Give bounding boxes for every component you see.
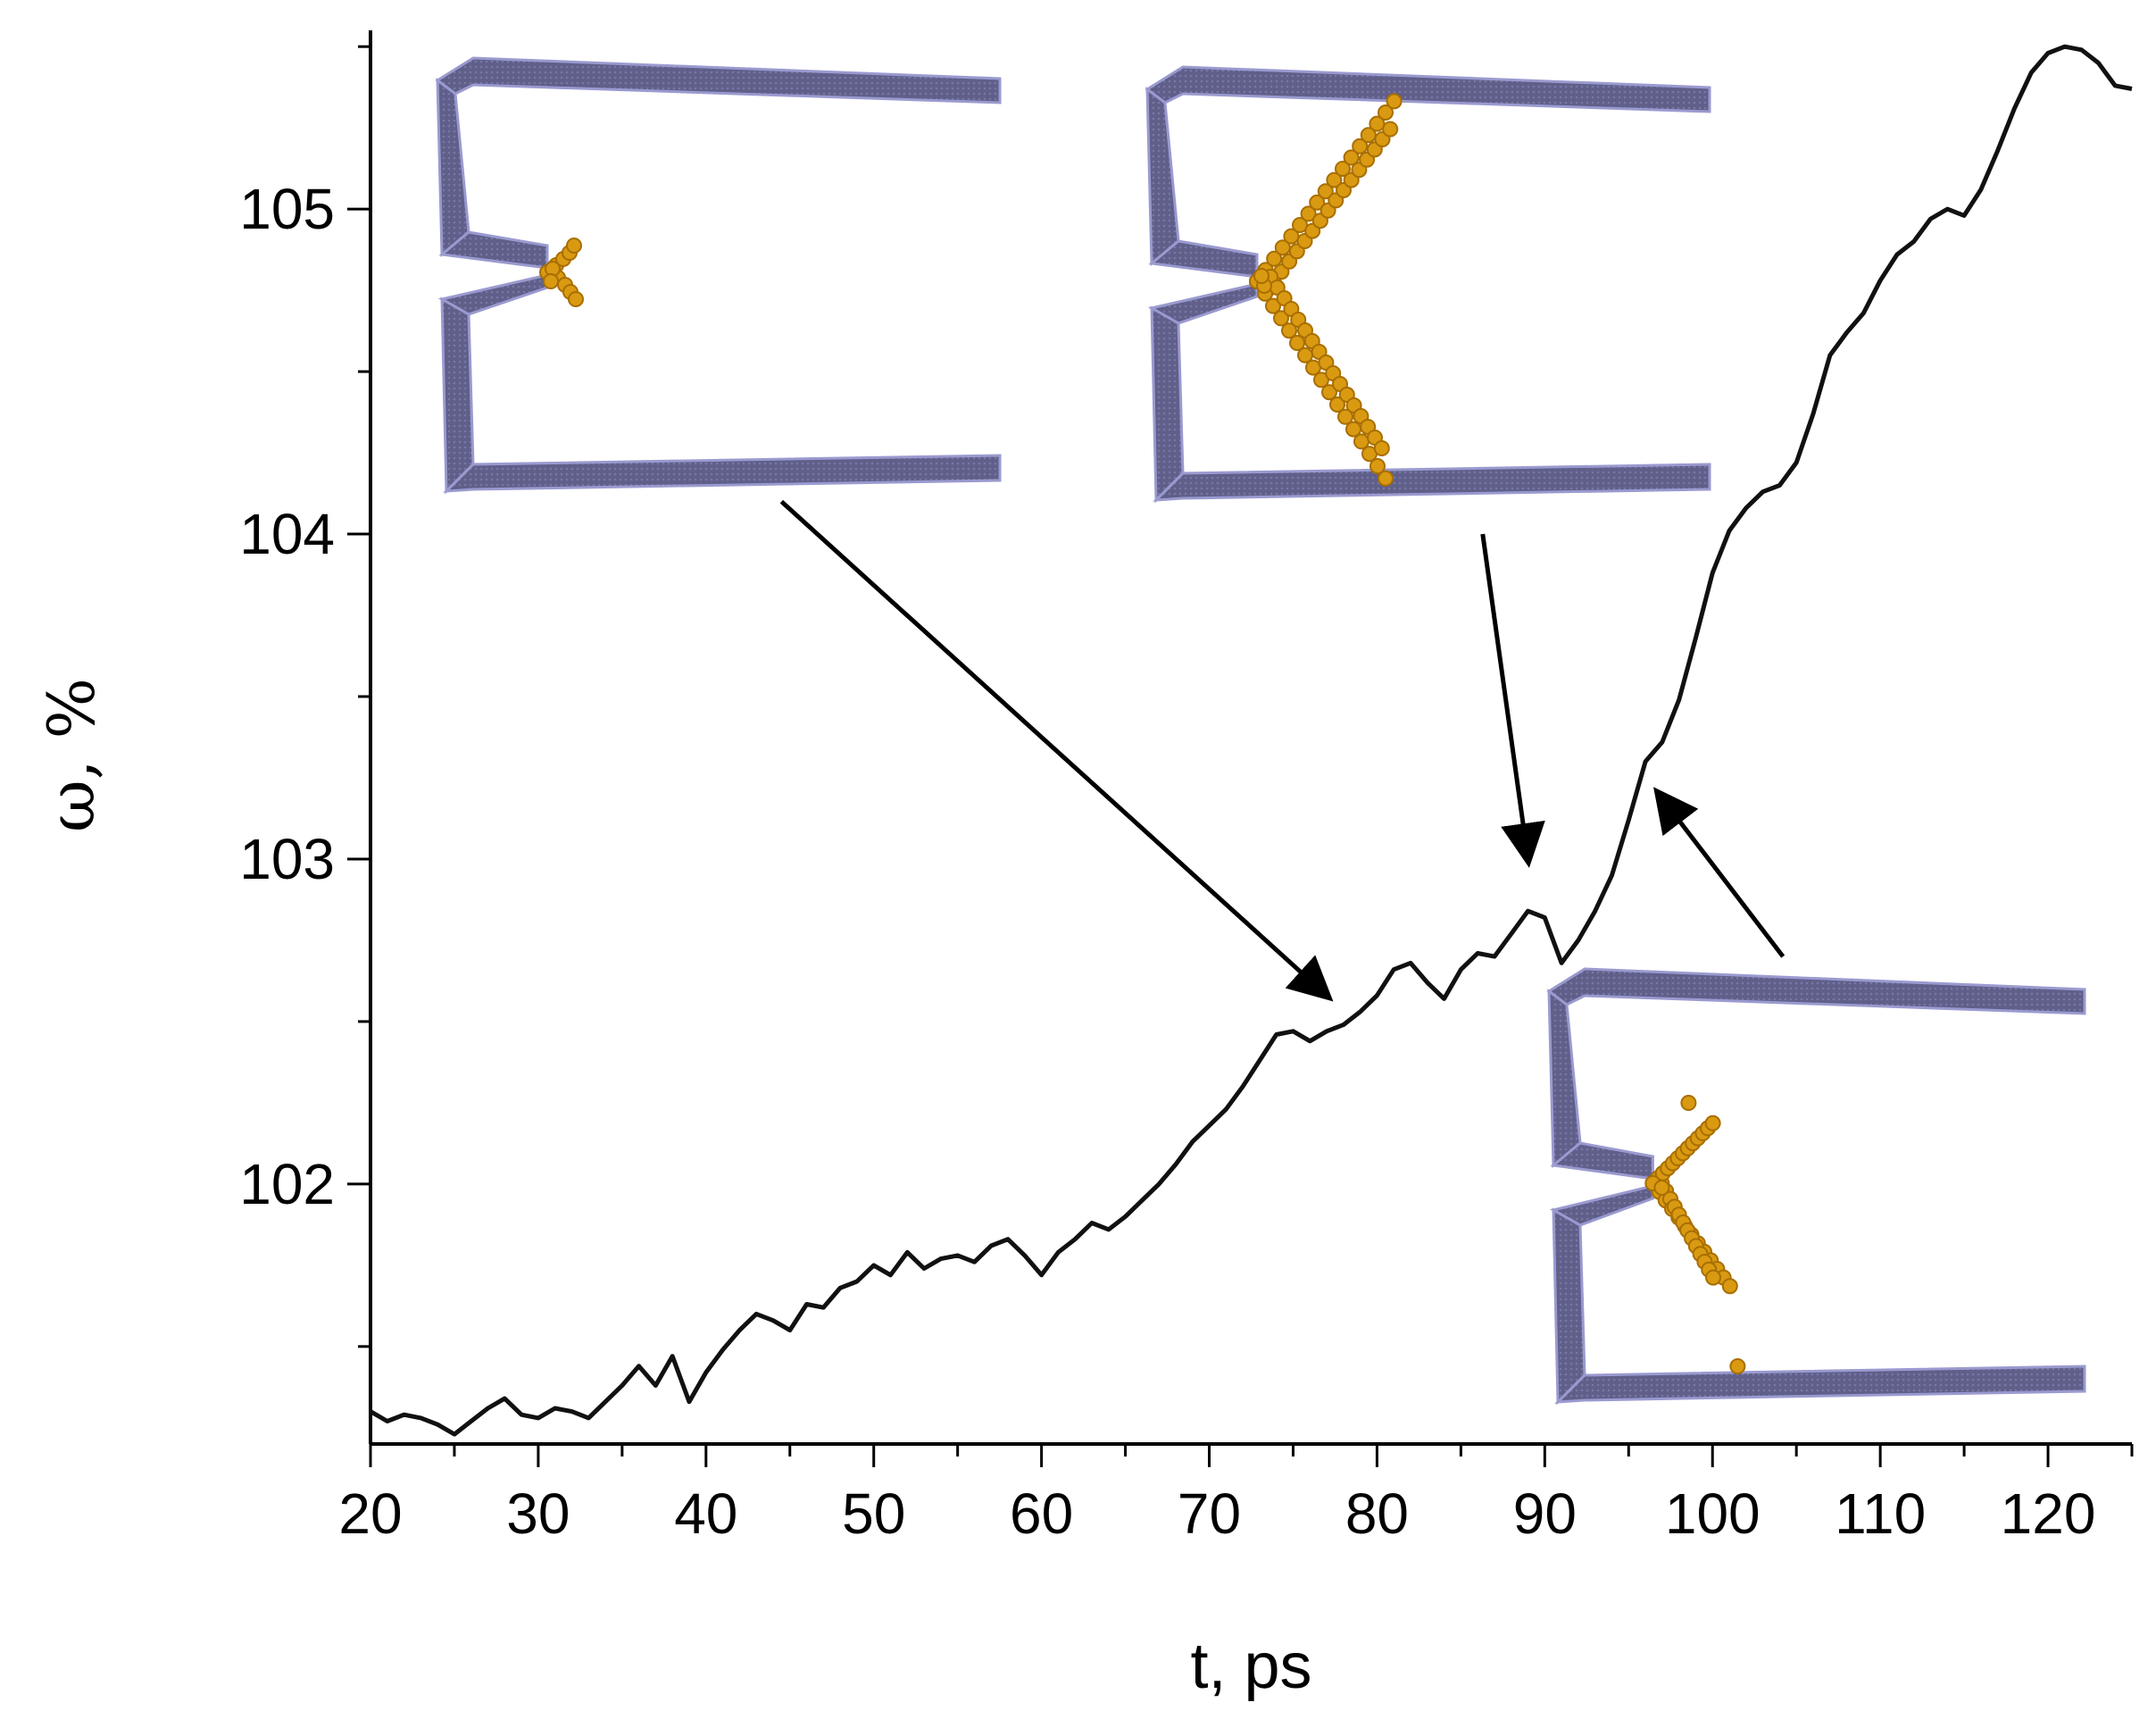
crack-atom xyxy=(1373,440,1390,456)
crack-atom xyxy=(543,273,559,289)
bottom-plate xyxy=(443,454,1002,493)
crack-atom xyxy=(1292,217,1308,233)
upper-ledge xyxy=(438,230,549,270)
crack-atom xyxy=(1360,127,1377,144)
crack-atom xyxy=(1335,161,1351,177)
crack-atom xyxy=(1369,458,1386,474)
y-tick-label: 103 xyxy=(239,827,335,891)
crack-atom xyxy=(1721,1278,1738,1295)
x-axis-title: t, ps xyxy=(1190,1631,1311,1702)
annotation-arrows xyxy=(779,499,1786,1002)
structure-inset-bottom-right xyxy=(1546,967,2086,1406)
crack-atom xyxy=(1274,239,1291,256)
y-tick-label: 105 xyxy=(239,177,335,241)
annotation-arrow xyxy=(1653,787,1786,958)
upper-ledge xyxy=(1148,239,1259,279)
x-tick-label: 40 xyxy=(674,1481,737,1546)
crack-atom xyxy=(1680,1095,1697,1111)
structure-inset-top-left xyxy=(435,56,1002,495)
crack-atom xyxy=(1313,371,1329,388)
crack-atom xyxy=(1378,470,1394,487)
x-tick-label: 50 xyxy=(842,1481,905,1546)
crack-atom xyxy=(1704,1114,1721,1131)
bottom-plate xyxy=(1554,1365,2086,1404)
structure-inset-top-center xyxy=(1145,65,1711,504)
top-plate xyxy=(435,56,1002,104)
x-tick-label: 90 xyxy=(1513,1481,1577,1546)
crack-atom xyxy=(1352,138,1369,154)
crack-atom xyxy=(1273,310,1289,327)
x-tick-label: 100 xyxy=(1665,1481,1761,1546)
crack-atoms xyxy=(1644,1095,1746,1374)
crack-atoms xyxy=(539,238,584,307)
crack-atom xyxy=(1289,335,1305,351)
x-tick-label: 110 xyxy=(1835,1481,1926,1546)
lower-wall xyxy=(440,296,475,495)
upper-wall xyxy=(436,77,470,258)
lower-wall xyxy=(1150,305,1185,504)
crack-atom xyxy=(1329,396,1345,413)
molecular-structure-insets xyxy=(435,56,2086,1406)
annotation-arrow xyxy=(1480,533,1545,868)
crack-atom xyxy=(1309,194,1326,211)
crack-atom xyxy=(1386,93,1403,110)
crack-atom xyxy=(1343,149,1360,166)
crack-atom xyxy=(1705,1269,1721,1286)
crack-atoms xyxy=(1249,93,1403,487)
y-axis-ticks: 102 103 104 105 xyxy=(239,45,370,1348)
y-axis-title: ω, % xyxy=(34,678,109,832)
top-plate xyxy=(1546,967,2086,1015)
crack-atom xyxy=(1300,205,1317,222)
crack-atom xyxy=(1382,121,1399,138)
crack-atom xyxy=(566,238,582,254)
x-tick-label: 60 xyxy=(1010,1481,1073,1546)
crack-atom xyxy=(1378,104,1394,121)
crack-atom xyxy=(1653,1180,1670,1196)
annotation-arrow xyxy=(779,499,1334,1002)
crack-atom xyxy=(1266,250,1283,267)
x-tick-label: 80 xyxy=(1345,1481,1409,1546)
x-tick-label: 70 xyxy=(1178,1481,1241,1546)
crack-atom xyxy=(1317,183,1334,200)
top-plate xyxy=(1145,65,1711,113)
series-line xyxy=(369,44,2133,1437)
x-axis-ticks: 20 30 40 50 60 70 80 90 100 110 120 xyxy=(338,1444,2134,1546)
crack-atom xyxy=(1321,384,1337,401)
crack-atom xyxy=(1337,408,1353,425)
crack-atom xyxy=(1281,322,1297,339)
bottom-plate xyxy=(1153,463,1711,502)
chart-axes xyxy=(369,30,2132,1446)
crack-atom xyxy=(1369,115,1386,132)
crack-atom xyxy=(1729,1358,1746,1374)
crack-atom xyxy=(568,291,584,307)
x-tick-label: 20 xyxy=(338,1481,402,1546)
upper-wall xyxy=(1547,988,1582,1169)
lower-wall xyxy=(1552,1207,1586,1406)
crack-atom xyxy=(1326,171,1343,188)
y-tick-label: 104 xyxy=(239,502,335,566)
crack-atom xyxy=(1253,268,1269,284)
x-tick-label: 120 xyxy=(2001,1481,2096,1546)
x-tick-label: 30 xyxy=(506,1481,570,1546)
upper-wall xyxy=(1145,86,1180,267)
crack-atom xyxy=(1265,297,1281,314)
y-tick-label: 102 xyxy=(239,1152,335,1216)
upper-ledge xyxy=(1550,1141,1654,1181)
